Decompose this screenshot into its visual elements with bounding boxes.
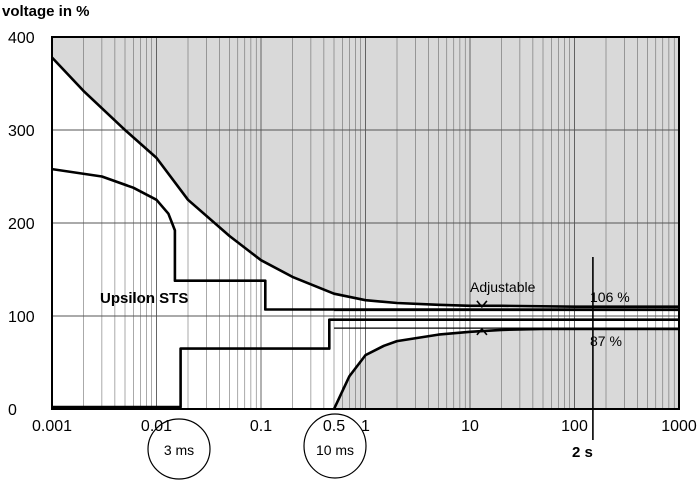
x-tick-labels: 0.001 0.01 0.1 0.5 1 10 100 1000 — [32, 418, 697, 435]
ten-ms-label: 10 ms — [316, 442, 354, 458]
series-upper-tolerance-curve — [52, 56, 679, 309]
y-tick-label: 0 — [8, 402, 17, 419]
ten-ms-circle — [303, 413, 367, 479]
y-tick-label: 300 — [8, 123, 35, 140]
arrow-down-icon — [476, 300, 488, 309]
x-tick-label: 10 — [461, 418, 479, 435]
x-tick-label: 0.001 — [32, 418, 72, 435]
x-tick-label: 100 — [561, 418, 588, 435]
x-tick-label: 1000 — [661, 418, 697, 435]
series-label-upsilon: Upsilon STS — [100, 290, 188, 307]
upper-percent-label: 106 % — [590, 289, 630, 305]
annotations: Upsilon STS Adjustable 106 % 87 % 2 s 3 … — [100, 257, 630, 480]
x-tick-label: 1 — [361, 418, 370, 435]
three-ms-circle — [147, 418, 211, 480]
arrow-up-icon — [476, 327, 488, 336]
lower-percent-label: 87 % — [590, 333, 622, 349]
three-ms-label: 3 ms — [164, 442, 194, 458]
clear-zone — [52, 57, 679, 409]
adjustable-label: Adjustable — [470, 279, 536, 295]
grid-lines — [52, 37, 679, 409]
x-tick-label: 0.5 — [323, 418, 345, 435]
series-lines — [52, 56, 679, 409]
y-tick-label: 400 — [8, 30, 35, 47]
two-seconds-label: 2 s — [572, 444, 593, 461]
tolerance-safe-zone — [52, 57, 679, 409]
y-tick-label: 200 — [8, 216, 35, 233]
series-upsilon-lower — [52, 318, 679, 409]
adjustable-arrows — [476, 300, 488, 336]
series-upsilon-upper — [52, 167, 679, 311]
x-tick-label: 0.1 — [250, 418, 272, 435]
y-tick-labels: 0 100 200 300 400 — [8, 30, 35, 419]
plot-frame — [51, 36, 680, 410]
y-tick-label: 100 — [8, 309, 35, 326]
series-lower-tolerance-curve — [332, 327, 679, 409]
y-axis-label: voltage in % — [2, 3, 90, 20]
